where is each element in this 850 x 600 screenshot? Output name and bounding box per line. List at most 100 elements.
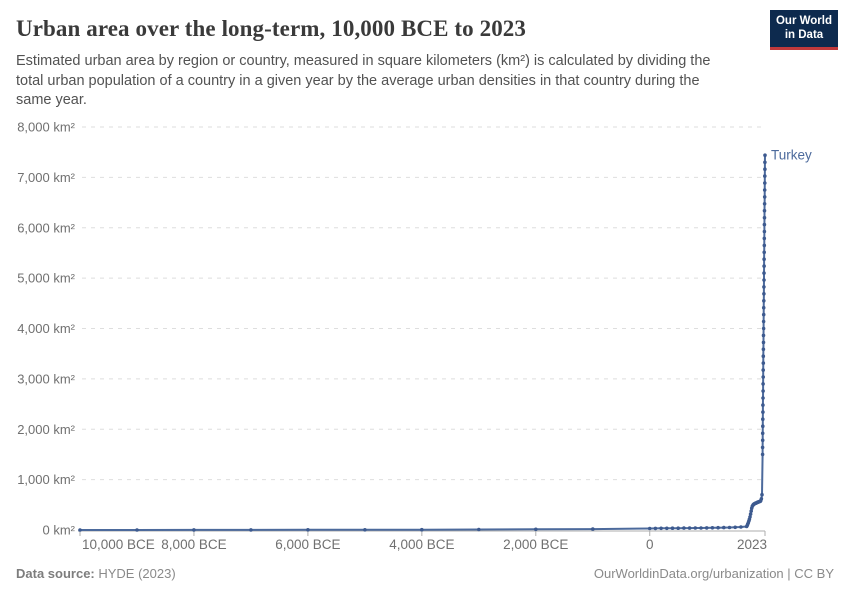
owid-url-link[interactable]: OurWorldinData.org/urbanization | CC BY	[593, 566, 834, 581]
data-point	[749, 509, 753, 513]
data-point	[763, 174, 767, 178]
data-point	[762, 271, 766, 275]
data-point	[761, 354, 766, 359]
data-point	[722, 525, 726, 530]
data-point	[762, 215, 767, 220]
data-point	[534, 527, 538, 532]
data-point	[659, 526, 663, 531]
data-point	[665, 526, 669, 531]
data-point	[762, 250, 766, 255]
data-point	[761, 375, 765, 379]
data-point	[761, 312, 766, 317]
data-point	[762, 257, 766, 262]
data-point	[762, 285, 766, 289]
owid-logo-line2: in Data	[784, 28, 824, 41]
data-point	[192, 528, 196, 532]
x-axis-tick-label: 4,000 BCE	[389, 537, 454, 552]
data-point	[716, 525, 720, 530]
data-source-label: Data source:	[16, 566, 95, 581]
y-axis-tick-label: 0 km²	[43, 523, 76, 538]
data-point	[763, 167, 767, 171]
chart-subtitle: Estimated urban area by region or countr…	[16, 53, 711, 109]
data-point	[420, 527, 424, 532]
data-point	[78, 528, 82, 532]
data-line	[80, 155, 766, 531]
data-point	[760, 492, 764, 497]
data-point	[477, 527, 481, 532]
data-point	[761, 424, 765, 429]
data-point	[761, 403, 765, 407]
data-point	[760, 445, 765, 450]
data-point	[647, 526, 652, 531]
x-axis-tick-label: 10,000 BCE	[82, 537, 155, 552]
x-axis-tick-label: 2023	[737, 537, 767, 552]
data-point	[761, 417, 765, 422]
x-axis-tick-label: 8,000 BCE	[161, 537, 226, 552]
data-point	[748, 512, 753, 516]
data-point	[759, 497, 764, 501]
data-point	[761, 319, 766, 324]
data-point	[762, 208, 767, 213]
data-point	[682, 526, 686, 530]
data-point	[761, 368, 765, 372]
owid-logo-line1: Our World	[775, 15, 832, 27]
data-point	[693, 526, 698, 530]
data-point	[591, 527, 595, 531]
data-point	[761, 347, 766, 352]
data-point	[762, 236, 767, 241]
data-point	[761, 305, 766, 310]
y-axis-tick-label: 2,000 km²	[17, 422, 75, 437]
data-point	[762, 188, 767, 192]
y-axis-tick-label: 8,000 km²	[17, 120, 75, 135]
data-point	[762, 229, 767, 234]
y-axis-tick-label: 4,000 km²	[17, 321, 75, 336]
data-point	[762, 222, 767, 227]
data-point	[249, 528, 253, 532]
data-point	[763, 181, 767, 185]
data-point	[760, 452, 765, 457]
data-source-value: HYDE (2023)	[94, 566, 176, 581]
data-point	[710, 526, 715, 530]
data-point	[733, 525, 737, 530]
y-axis-tick-label: 7,000 km²	[17, 170, 75, 185]
data-point	[748, 515, 752, 519]
data-point	[306, 528, 310, 532]
data-point	[739, 525, 743, 529]
data-point	[687, 526, 692, 530]
x-axis-tick-label: 0	[646, 537, 654, 552]
data-point	[761, 382, 765, 386]
data-point	[762, 292, 766, 296]
data-point	[761, 333, 766, 338]
data-point	[135, 528, 139, 532]
y-axis-tick-label: 3,000 km²	[17, 371, 75, 386]
data-source-note: Data source: HYDE (2023)	[16, 566, 176, 581]
data-point	[762, 264, 766, 268]
data-point	[761, 361, 766, 365]
data-point	[761, 326, 766, 331]
data-point	[763, 160, 767, 165]
y-axis-tick-label: 1,000 km²	[17, 472, 75, 487]
data-point	[762, 278, 766, 282]
data-point	[762, 202, 767, 206]
data-point	[760, 438, 765, 443]
data-point	[762, 299, 766, 303]
data-point	[761, 340, 766, 345]
data-point	[763, 153, 767, 157]
chart-footer: Data source: HYDE (2023) OurWorldinData.…	[0, 566, 850, 588]
data-point	[761, 396, 765, 400]
data-point	[670, 526, 675, 530]
data-point	[727, 525, 732, 530]
data-point	[676, 526, 680, 530]
y-axis-tick-label: 6,000 km²	[17, 220, 75, 235]
x-axis-tick-label: 6,000 BCE	[275, 537, 340, 552]
data-point	[699, 526, 703, 530]
entity-label[interactable]: Turkey	[771, 148, 812, 163]
y-axis-tick-label: 5,000 km²	[17, 271, 75, 286]
data-point	[760, 431, 765, 436]
data-point	[363, 528, 367, 532]
data-point	[762, 195, 767, 199]
data-point	[653, 526, 658, 531]
page-title: Urban area over the long-term, 10,000 BC…	[16, 16, 526, 41]
